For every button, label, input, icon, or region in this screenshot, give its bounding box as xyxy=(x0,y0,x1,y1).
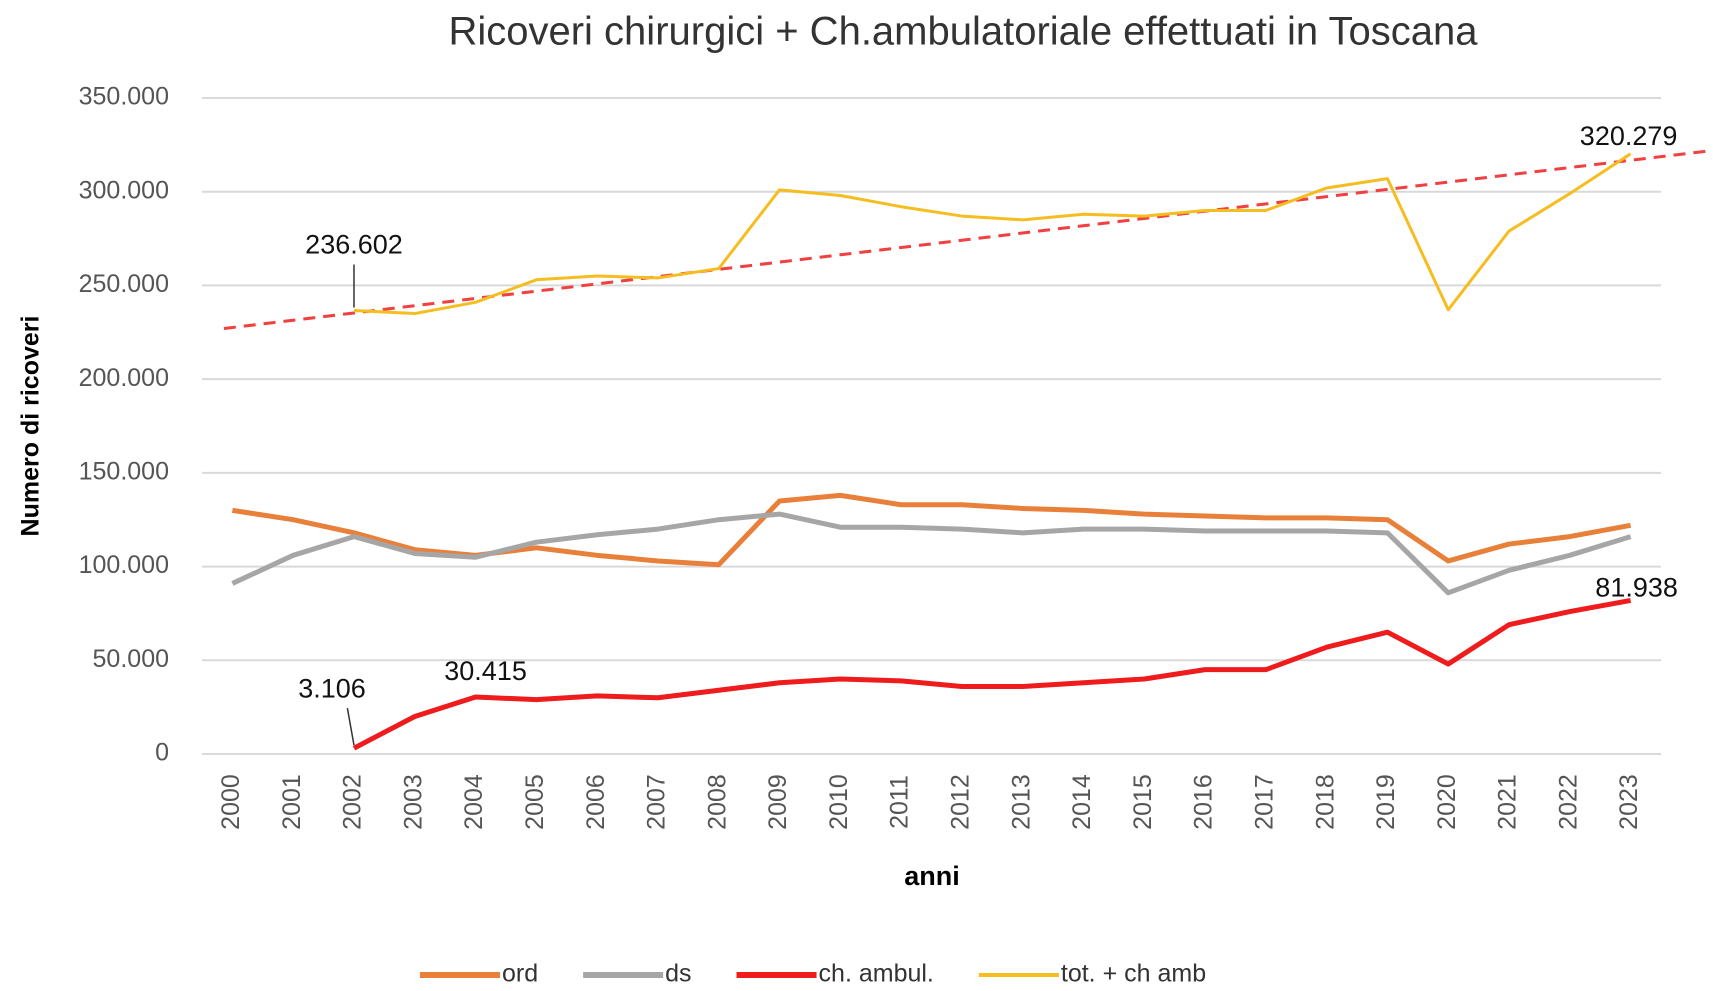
x-tick-label: 2023 xyxy=(1615,774,1643,830)
x-tick-label: 2007 xyxy=(643,774,671,830)
y-axis-title: Numero di ricoveri xyxy=(17,316,45,537)
x-tick-label: 2019 xyxy=(1372,774,1400,830)
x-tick-label: 2020 xyxy=(1433,774,1461,830)
y-tick-label: 350.000 xyxy=(79,83,169,111)
chart-title: Ricoveri chirurgici + Ch.ambulatoriale e… xyxy=(448,10,1478,54)
data-label: 3.106 xyxy=(298,673,366,703)
x-tick-label: 2022 xyxy=(1554,774,1582,830)
y-tick-label: 0 xyxy=(155,739,169,767)
series-line xyxy=(353,152,1632,316)
x-axis-title: anni xyxy=(904,861,960,891)
legend-label: tot. + ch amb xyxy=(1061,960,1206,988)
trendline xyxy=(223,148,1713,331)
series-line xyxy=(352,597,1632,751)
x-tick-label: 2015 xyxy=(1129,774,1157,830)
legend-label: ch. ambul. xyxy=(819,960,934,988)
x-tick-label: 2006 xyxy=(582,774,610,830)
y-tick-label: 150.000 xyxy=(79,457,169,485)
x-tick-label: 2021 xyxy=(1494,774,1522,830)
legend-label: ord xyxy=(502,960,538,988)
y-tick-label: 50.000 xyxy=(93,645,169,673)
x-tick-label: 2000 xyxy=(217,774,245,830)
data-label: 81.938 xyxy=(1595,573,1678,603)
y-tick-label: 200.000 xyxy=(79,364,169,392)
x-tick-label: 2016 xyxy=(1190,774,1218,830)
x-tick-label: 2018 xyxy=(1311,774,1339,830)
x-tick-label: 2011 xyxy=(886,775,914,829)
x-tick-label: 2005 xyxy=(521,774,549,830)
x-tick-label: 2004 xyxy=(460,774,488,830)
x-tick-label: 2008 xyxy=(703,774,731,830)
x-tick-label: 2017 xyxy=(1250,774,1278,830)
leader-line xyxy=(346,708,355,746)
legend-label: ds xyxy=(665,960,691,988)
y-tick-label: 300.000 xyxy=(79,176,169,204)
x-tick-label: 2010 xyxy=(825,774,853,830)
x-tick-label: 2012 xyxy=(947,774,975,830)
x-tick-label: 2014 xyxy=(1068,774,1096,830)
y-tick-label: 250.000 xyxy=(79,270,169,298)
series-line xyxy=(231,511,1632,596)
data-label: 236.602 xyxy=(305,230,403,260)
data-label: 30.415 xyxy=(444,656,527,686)
x-tick-label: 2003 xyxy=(399,774,427,830)
x-tick-label: 2009 xyxy=(764,774,792,830)
data-label: 320.279 xyxy=(1580,121,1678,151)
y-tick-label: 100.000 xyxy=(79,551,169,579)
x-tick-label: 2002 xyxy=(339,774,367,830)
x-tick-label: 2001 xyxy=(278,774,306,830)
x-tick-label: 2013 xyxy=(1007,774,1035,830)
